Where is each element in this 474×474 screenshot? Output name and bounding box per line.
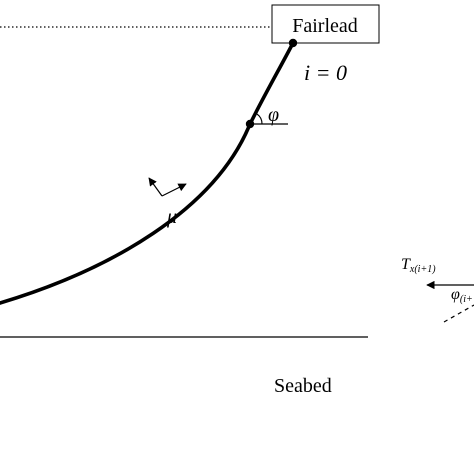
index-label: i = 0 [304,60,347,85]
seabed-label: Seabed [274,375,332,397]
tension-label: Tx(i+1) [401,256,436,275]
angle-next-label: φ(i+ [451,286,473,305]
angle-next-label-sub: (i+ [460,294,473,305]
dashed-segment-next [443,304,474,323]
angle-phi-label: φ [268,104,279,126]
mooring-line-curve [0,41,295,305]
normal-arrow [148,177,163,197]
fairlead-label: Fairlead [292,15,358,37]
tension-label-sub: x(i+1) [409,264,436,275]
fairlead-box [271,4,380,44]
angle-next-label-main: φ [451,286,460,303]
tension-label-main: T [401,256,411,273]
tangent-arrow [161,183,187,197]
fairlead-point [288,38,298,48]
angle-arc [256,113,263,125]
mu-label: μ [166,206,177,228]
